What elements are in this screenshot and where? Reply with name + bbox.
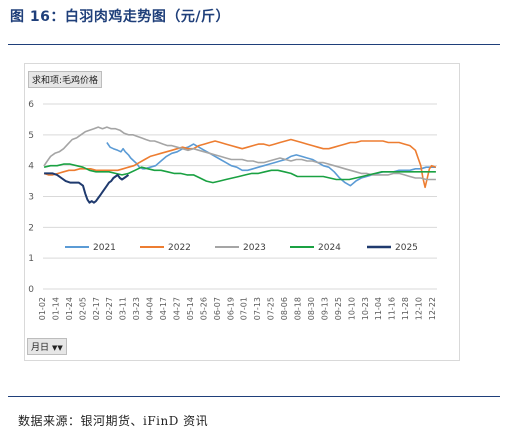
y-tick-label: 2 (28, 223, 34, 233)
series-line-2024 (43, 163, 436, 184)
x-tick-label: 12-22 (428, 297, 437, 320)
x-tick-label: 04-04 (146, 297, 155, 320)
y-tick-label: 6 (28, 100, 34, 110)
legend-label-2022: 2022 (168, 243, 191, 253)
x-tick-label: 10-23 (361, 297, 370, 320)
y-tick-label: 4 (28, 162, 34, 172)
legend-label-2021: 2021 (93, 243, 116, 253)
x-tick-label: 03-11 (119, 297, 128, 320)
y-tick-label: 5 (28, 131, 34, 141)
x-tick-label: 08-30 (307, 297, 316, 320)
x-tick-label: 07-13 (253, 297, 262, 320)
series-line-2025 (44, 172, 130, 204)
x-tick-label: 02-17 (92, 297, 101, 320)
x-tick-label: 06-19 (226, 297, 235, 320)
x-tick-label: 08-06 (280, 297, 289, 320)
series-line-2023 (43, 126, 436, 181)
x-tick-label: 09-13 (320, 297, 329, 320)
x-tick-label: 04-27 (172, 297, 181, 320)
x-tick-label: 02-05 (78, 297, 87, 320)
x-tick-label: 01-02 (38, 297, 47, 320)
x-tick-label: 06-07 (213, 297, 222, 320)
axis-field-label: 月日 (31, 343, 50, 353)
y-tick-label: 3 (28, 193, 34, 203)
bottom-rule (8, 396, 500, 397)
source-note: 数据来源：银河期货、iFinD 资讯 (18, 414, 209, 428)
y-tick-label: 1 (28, 254, 34, 264)
chart-area[interactable]: 0 1 2 3 4 5 6 01-02 01-14 01-24 02-05 02-17 02-27 03-… (24, 63, 460, 361)
top-rule (8, 44, 500, 45)
x-tick-label: 12-10 (415, 297, 424, 320)
x-tick-label: 04-17 (159, 297, 168, 320)
axis-field-button[interactable]: 月日 ▼▼ (27, 338, 67, 355)
x-tick-label: 11-04 (374, 297, 383, 320)
legend-label-2025: 2025 (395, 243, 418, 253)
x-tick-label: 07-01 (240, 297, 249, 320)
x-tick-label: 08-18 (294, 297, 303, 320)
x-tick-label: 07-25 (267, 297, 276, 320)
series-line-2021 (106, 142, 436, 187)
x-tick-label: 03-23 (132, 297, 141, 320)
x-tick-label: 09-25 (334, 297, 343, 320)
line-chart: 0 1 2 3 4 5 6 01-02 01-14 01-24 02-05 02-17 02-27 03-… (28, 100, 437, 320)
x-tick-label: 02-27 (105, 297, 114, 320)
series-line-2022 (43, 138, 437, 189)
value-field-button[interactable]: 求和项:毛鸡价格 (28, 71, 103, 88)
legend-label-2023: 2023 (243, 243, 266, 253)
value-field-label: 求和项:毛鸡价格 (32, 76, 99, 86)
x-tick-label: 01-14 (51, 297, 60, 320)
x-tick-label: 10-10 (347, 297, 356, 320)
x-tick-label: 01-24 (65, 297, 74, 320)
x-tick-label: 05-14 (186, 297, 195, 320)
filter-dropdown-icon[interactable]: ▼▼ (52, 344, 63, 352)
y-tick-label: 0 (28, 285, 34, 295)
legend-label-2024: 2024 (318, 243, 341, 253)
x-tick-label: 11-28 (401, 297, 410, 320)
x-tick-label: 11-16 (388, 297, 397, 320)
figure-title: 图 16：白羽肉鸡走势图（元/斤） (10, 9, 230, 25)
x-tick-label: 05-26 (199, 297, 208, 320)
